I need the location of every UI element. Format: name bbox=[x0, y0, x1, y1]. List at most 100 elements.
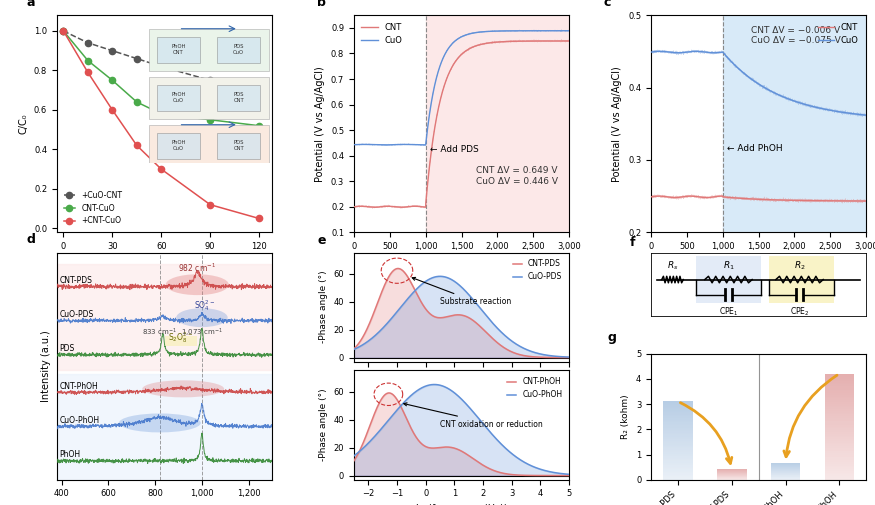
Bar bbox=[663, 447, 693, 448]
Bar bbox=[663, 412, 693, 413]
CuO-PhOH bbox=[505, 449, 515, 455]
CuO bbox=[857, 112, 867, 118]
Text: 833 cm$^{-1}$: 833 cm$^{-1}$ bbox=[143, 326, 178, 337]
Bar bbox=[824, 475, 854, 476]
Legend: +CuO-CNT, CNT-CuO, +CNT-CuO: +CuO-CNT, CNT-CuO, +CNT-CuO bbox=[60, 188, 125, 228]
Bar bbox=[663, 459, 693, 460]
Bar bbox=[663, 468, 693, 469]
Bar bbox=[824, 413, 854, 414]
Bar bbox=[824, 457, 854, 459]
Text: b: b bbox=[318, 0, 326, 10]
Bar bbox=[824, 420, 854, 421]
Line: CuO: CuO bbox=[354, 31, 570, 145]
Text: CNT ΔV = 0.649 V
CuO ΔV = 0.446 V: CNT ΔV = 0.649 V CuO ΔV = 0.446 V bbox=[476, 166, 558, 186]
CuO bbox=[834, 109, 844, 115]
Legend: CNT, CuO: CNT, CuO bbox=[358, 19, 406, 48]
Text: S$_2$O$_8^{2-}$: S$_2$O$_8^{2-}$ bbox=[168, 330, 193, 345]
+CuO-CNT bbox=[58, 28, 68, 34]
Bar bbox=[663, 442, 693, 443]
CuO-PDS bbox=[505, 336, 515, 342]
Legend: CNT-PhOH, CuO-PhOH: CNT-PhOH, CuO-PhOH bbox=[504, 374, 565, 402]
Bar bbox=[824, 388, 854, 390]
CNT bbox=[441, 78, 452, 84]
+CNT-CuO bbox=[107, 107, 117, 113]
CNT-PhOH bbox=[485, 466, 495, 472]
CNT-PDS bbox=[419, 305, 430, 311]
Bar bbox=[663, 434, 693, 435]
Bar bbox=[663, 475, 693, 476]
Bar bbox=[164, 336, 197, 345]
Line: CNT: CNT bbox=[354, 41, 570, 207]
CNT-PDS bbox=[348, 346, 359, 352]
Bar bbox=[663, 404, 693, 406]
CNT-PhOH bbox=[419, 443, 430, 449]
CNT-PhOH bbox=[348, 458, 359, 464]
Bar bbox=[663, 471, 693, 472]
CuO bbox=[431, 74, 442, 80]
CuO bbox=[564, 28, 575, 34]
Bar bbox=[824, 435, 854, 437]
Bar bbox=[663, 411, 693, 412]
Bar bbox=[824, 453, 854, 455]
CNT bbox=[564, 38, 575, 44]
Text: g: g bbox=[608, 331, 617, 344]
CNT bbox=[738, 195, 748, 201]
Bar bbox=[824, 469, 854, 471]
Bar bbox=[663, 462, 693, 463]
Bar bbox=[824, 468, 854, 469]
Bar bbox=[824, 449, 854, 451]
CuO bbox=[728, 61, 738, 67]
Ellipse shape bbox=[119, 414, 200, 432]
Bar bbox=[663, 437, 693, 438]
Text: $R_2$: $R_2$ bbox=[794, 260, 805, 272]
Bar bbox=[663, 438, 693, 439]
CuO-PhOH bbox=[419, 384, 430, 390]
Bar bbox=[663, 440, 693, 442]
Text: 982 cm$^{-1}$: 982 cm$^{-1}$ bbox=[178, 262, 216, 274]
CuO bbox=[374, 142, 384, 148]
Text: c: c bbox=[604, 0, 611, 10]
Bar bbox=[824, 389, 854, 391]
Bar bbox=[663, 472, 693, 473]
Bar bbox=[824, 411, 854, 413]
Bar bbox=[824, 478, 854, 480]
CNT bbox=[431, 115, 442, 121]
Bar bbox=[663, 429, 693, 430]
Bar bbox=[824, 434, 854, 435]
CNT-CuO bbox=[82, 58, 93, 64]
Bar bbox=[723, 15, 866, 232]
Bar bbox=[663, 420, 693, 421]
CuO bbox=[691, 48, 702, 55]
Ellipse shape bbox=[165, 274, 229, 295]
CNT-PhOH bbox=[506, 472, 516, 478]
Bar bbox=[663, 419, 693, 420]
CuO-PDS bbox=[374, 328, 385, 334]
Bar bbox=[824, 409, 854, 411]
Text: $R_1$: $R_1$ bbox=[723, 260, 734, 272]
Bar bbox=[824, 473, 854, 475]
+CNT-CuO bbox=[205, 201, 215, 208]
Bar bbox=[824, 386, 854, 388]
CuO-PhOH bbox=[374, 427, 385, 433]
CNT-CuO bbox=[254, 123, 264, 129]
Bar bbox=[663, 478, 693, 480]
Bar bbox=[663, 464, 693, 466]
Text: 1,073 cm$^{-1}$: 1,073 cm$^{-1}$ bbox=[181, 326, 223, 338]
Text: CNT-PDS: CNT-PDS bbox=[60, 276, 93, 285]
CNT bbox=[861, 198, 872, 204]
Bar bbox=[824, 471, 854, 473]
Bar bbox=[824, 418, 854, 420]
CuO-PDS bbox=[435, 273, 445, 279]
Bar bbox=[824, 403, 854, 406]
Bar bbox=[824, 391, 854, 393]
Bar bbox=[824, 459, 854, 461]
Bar bbox=[824, 425, 854, 427]
Bar bbox=[824, 379, 854, 381]
CNT-PDS bbox=[435, 315, 445, 321]
Bar bbox=[769, 256, 834, 303]
CuO bbox=[536, 28, 547, 34]
+CuO-CNT bbox=[205, 77, 215, 83]
CuO bbox=[379, 142, 389, 148]
Bar bbox=[824, 476, 854, 478]
Bar bbox=[57, 374, 272, 491]
